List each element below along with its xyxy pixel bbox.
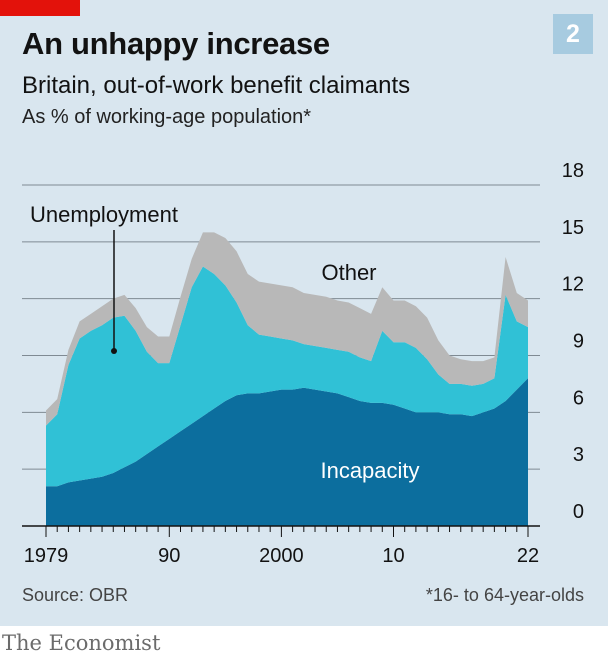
economist-logo: The Economist: [2, 631, 161, 655]
brand-red-tab: [0, 0, 80, 16]
y-tick-label-18: 18: [562, 160, 584, 182]
x-tick-label-2000: 2000: [259, 545, 304, 567]
chart-panel: An unhappy increase 2 Britain, out-of-wo…: [0, 0, 608, 626]
y-tick-label-6: 6: [573, 387, 584, 409]
y-tick-label-12: 12: [562, 274, 584, 296]
series-label-other: Other: [321, 260, 376, 285]
chart-subtitle: Britain, out-of-work benefit claimants: [22, 72, 411, 99]
stacked-area-chart: 0 3 6 9 12 15 18 1979 90 2000 10 22 Unemployment Othe…: [22, 160, 584, 567]
y-tick-label-9: 9: [573, 331, 584, 353]
chart-number-badge: 2: [553, 14, 593, 54]
y-tick-label-0: 0: [573, 501, 584, 523]
x-tick-label-1979: 1979: [24, 545, 69, 567]
footnote: *16- to 64-year-olds: [425, 585, 584, 605]
area-other: [46, 232, 528, 426]
area-unemployment: [46, 266, 528, 487]
source-note: Source: OBR: [22, 585, 129, 605]
x-tick-label-10: 10: [382, 545, 404, 567]
y-tick-label-3: 3: [573, 444, 584, 466]
x-tick-label-90: 90: [158, 545, 180, 567]
chart-title: An unhappy increase: [22, 26, 330, 61]
chart-units: As % of working-age population*: [22, 106, 312, 128]
series-label-incapacity: Incapacity: [320, 458, 419, 483]
area-incapacity: [46, 378, 528, 526]
series-label-unemployment: Unemployment: [30, 202, 178, 227]
unemployment-leader-dot: [111, 348, 117, 354]
x-tick-label-22: 22: [517, 545, 539, 567]
y-tick-label-15: 15: [562, 217, 584, 239]
